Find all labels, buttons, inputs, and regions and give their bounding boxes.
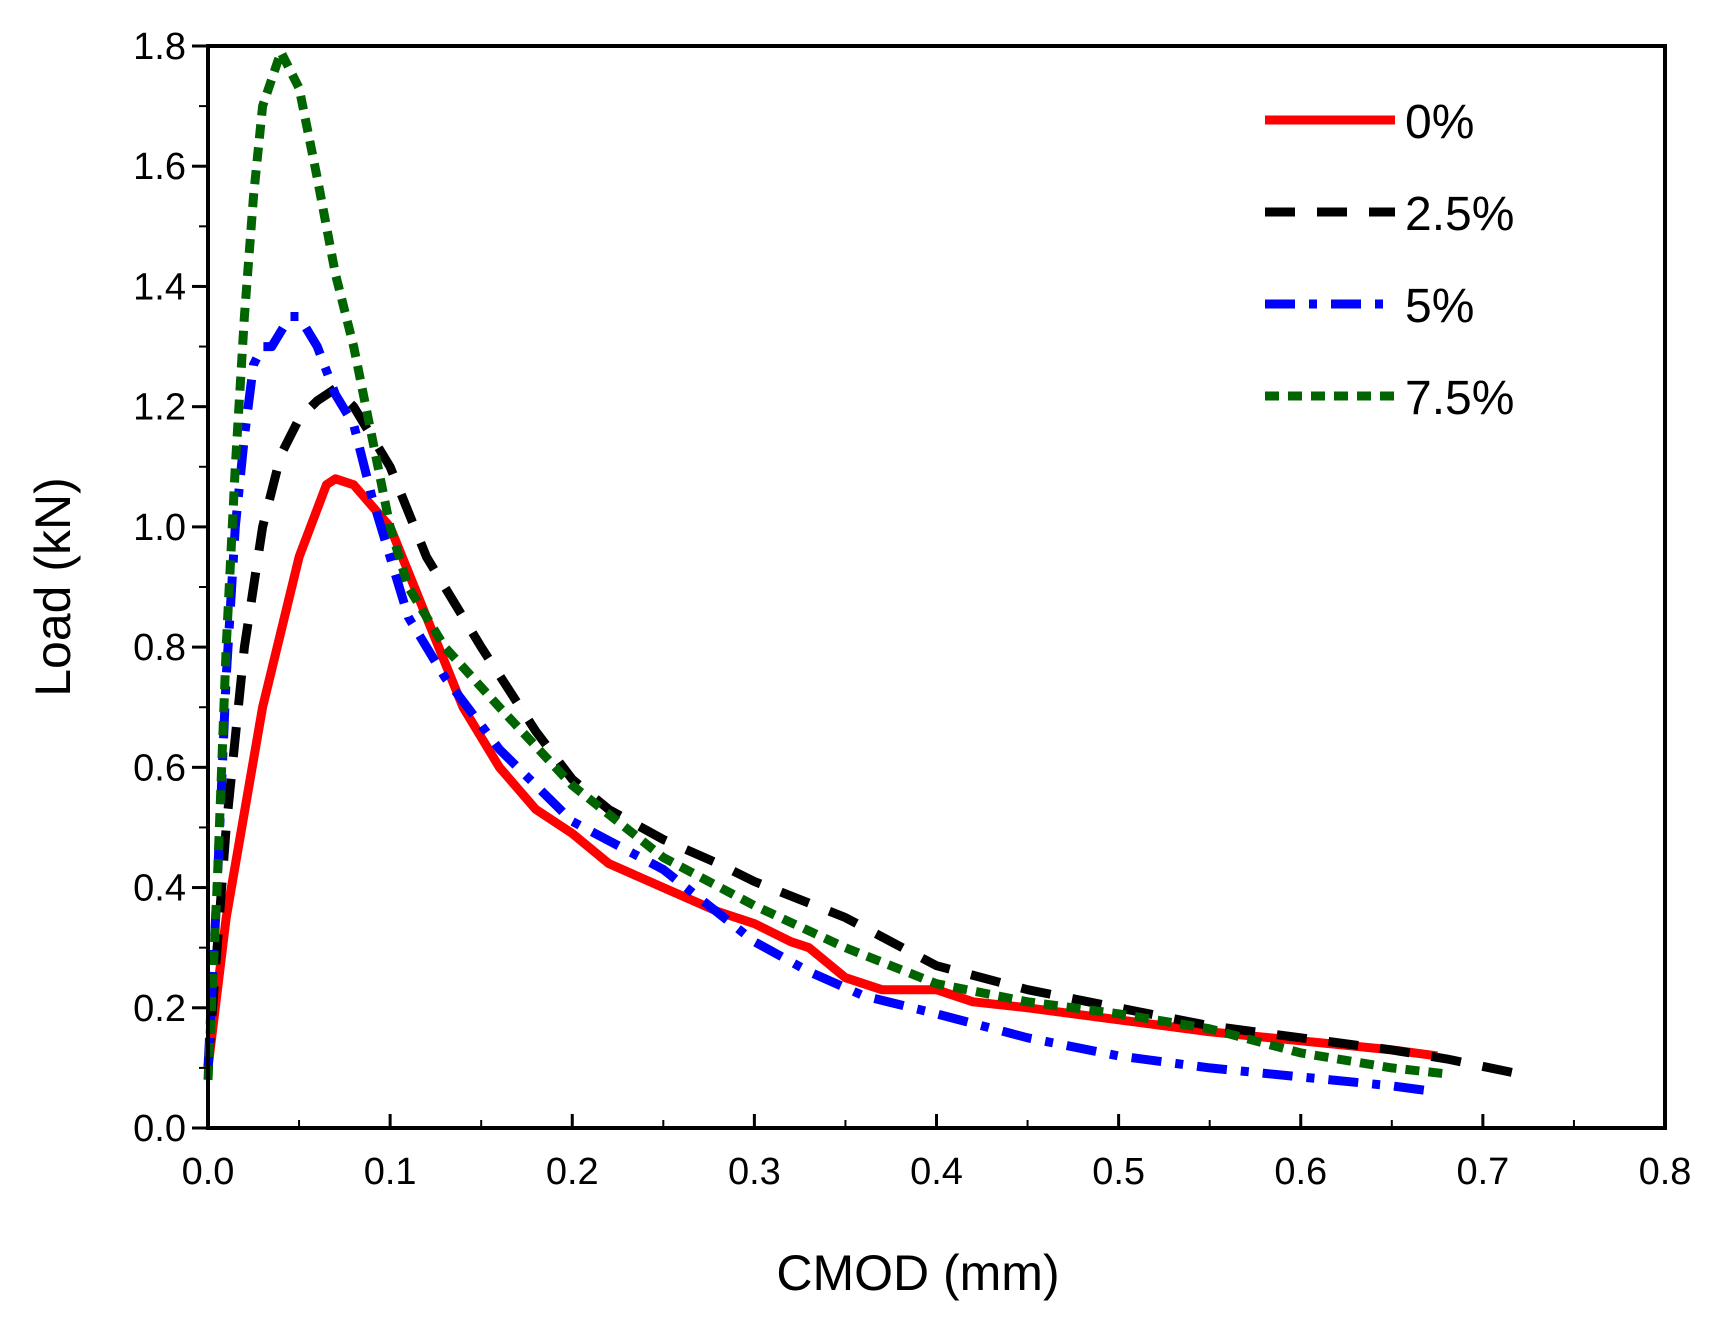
x-tick-label: 0.0 bbox=[182, 1151, 235, 1193]
legend-label-0: 0% bbox=[1405, 96, 1474, 149]
x-tick-label: 0.1 bbox=[364, 1151, 417, 1193]
y-tick-label: 1.4 bbox=[133, 266, 186, 308]
x-axis-title: CMOD (mm) bbox=[776, 1245, 1059, 1301]
legend-label-2: 5% bbox=[1405, 280, 1474, 333]
y-tick-label: 0.2 bbox=[133, 988, 186, 1030]
series-layer bbox=[203, 47, 1521, 1097]
x-tick-label: 0.2 bbox=[546, 1151, 599, 1193]
y-tick-label: 1.6 bbox=[133, 146, 186, 188]
x-tick-label: 0.5 bbox=[1092, 1151, 1145, 1193]
y-tick-label: 0.4 bbox=[133, 868, 186, 910]
legend: 0% 2.5% 5% 7.5% bbox=[1265, 96, 1514, 425]
series-line-2 bbox=[203, 312, 1438, 1097]
legend-label-3: 7.5% bbox=[1405, 372, 1514, 425]
legend-label-1: 2.5% bbox=[1405, 188, 1514, 241]
x-tick-label: 0.7 bbox=[1456, 1151, 1509, 1193]
ticks-layer: 0.0 0.1 0.2 0.3 0.4 0.5 0.6 0.7 0.8 0.0 0.2 0.4 0.6 0… bbox=[133, 26, 1691, 1193]
series-line-0 bbox=[203, 474, 1438, 1069]
x-tick-label: 0.8 bbox=[1639, 1151, 1692, 1193]
series-line-3 bbox=[203, 47, 1447, 1081]
y-tick-label: 0.8 bbox=[133, 627, 186, 669]
y-axis-title: Load (kN) bbox=[25, 477, 81, 697]
x-tick-label: 0.6 bbox=[1274, 1151, 1327, 1193]
y-tick-label: 1.2 bbox=[133, 387, 186, 429]
y-tick-label: 1.8 bbox=[133, 26, 186, 68]
y-tick-label: 1.0 bbox=[133, 507, 186, 549]
x-tick-label: 0.3 bbox=[728, 1151, 781, 1193]
x-tick-label: 0.4 bbox=[910, 1151, 963, 1193]
series-line-1 bbox=[203, 384, 1521, 1079]
y-tick-label: 0.0 bbox=[133, 1108, 186, 1150]
y-tick-label: 0.6 bbox=[133, 747, 186, 789]
